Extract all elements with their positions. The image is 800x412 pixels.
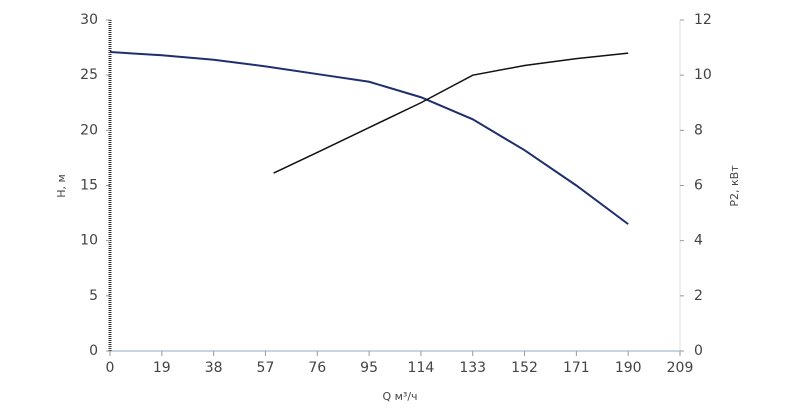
- y-tick-label: 5: [89, 288, 98, 304]
- x-tick-label: 114: [408, 360, 435, 376]
- x-axis-label: Q м³/ч: [382, 390, 417, 403]
- x-tick-label: 209: [667, 360, 694, 376]
- x-tick-label: 171: [563, 360, 590, 376]
- x-tick-label: 0: [106, 360, 115, 376]
- x-tick-label: 19: [153, 360, 171, 376]
- series-line: [273, 52, 629, 174]
- y2-tick-label: 4: [694, 233, 703, 249]
- y-tick-label: 0: [89, 343, 98, 359]
- x-tick-label: 152: [511, 360, 538, 376]
- x-tick-label: 190: [615, 360, 642, 376]
- y-tick-label: 30: [80, 12, 98, 28]
- y2-tick-label: 6: [694, 178, 703, 194]
- y2-tick-label: 10: [694, 67, 712, 83]
- y2-tick-label: 0: [694, 343, 703, 359]
- x-tick-label: 38: [205, 360, 223, 376]
- y-tick-label: 15: [80, 178, 98, 194]
- x-tick-label: 133: [459, 360, 486, 376]
- x-tick-label: 95: [360, 360, 378, 376]
- y-tick-label: 25: [80, 67, 98, 83]
- y2-axis-label: P2, кВт: [728, 165, 741, 207]
- y2-tick-label: 8: [694, 122, 703, 138]
- x-tick-label: 57: [257, 360, 275, 376]
- y-tick-label: 10: [80, 233, 98, 249]
- series-line: [109, 50, 629, 225]
- y-axis-label: H, м: [55, 174, 68, 198]
- y2-tick-label: 12: [694, 12, 712, 28]
- y-tick-label: 20: [80, 122, 98, 138]
- x-tick-label: 76: [308, 360, 326, 376]
- y2-tick-label: 2: [694, 288, 703, 304]
